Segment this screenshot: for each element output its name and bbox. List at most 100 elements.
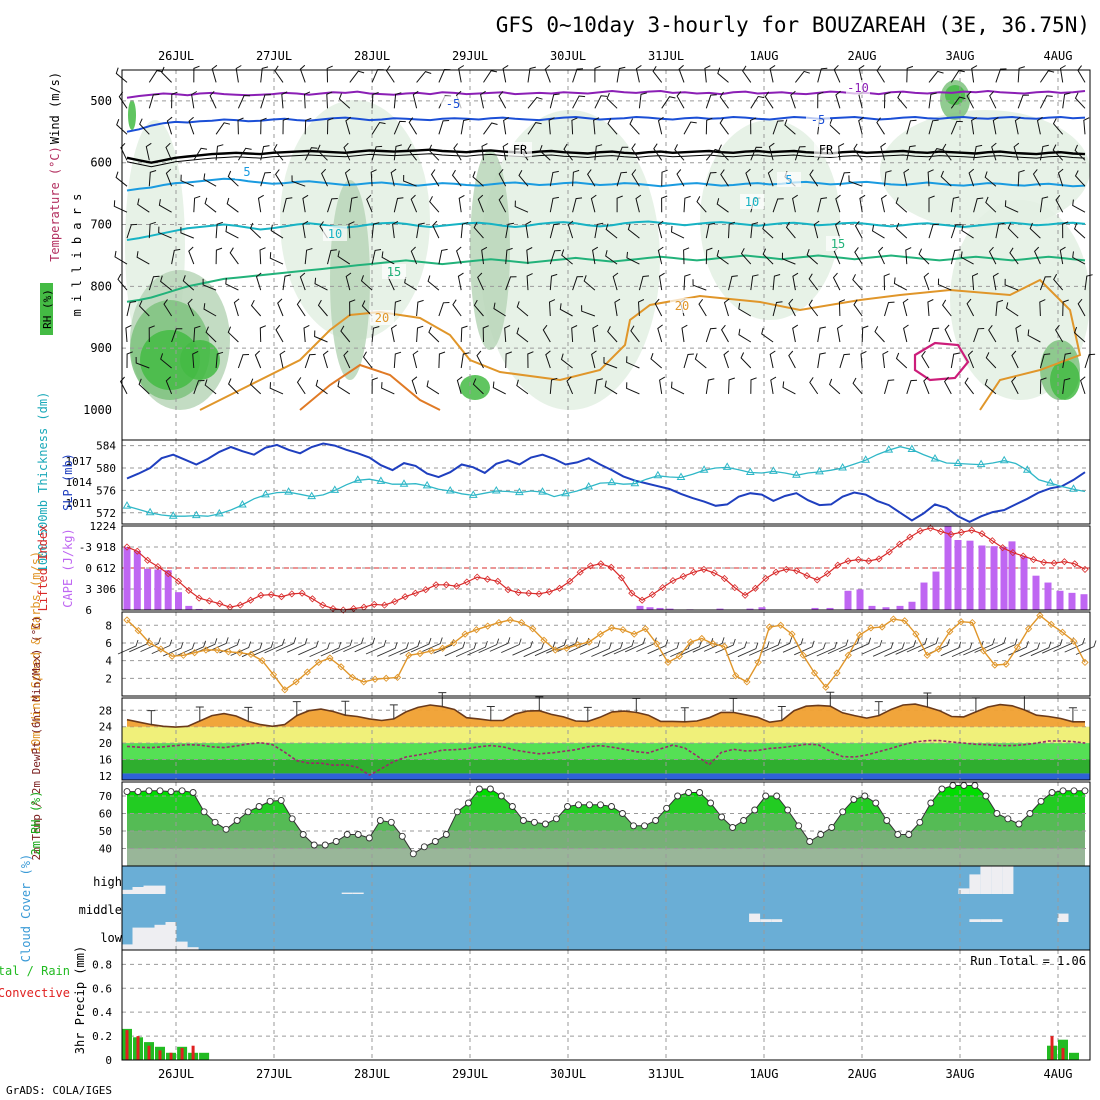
pressure-tick-4: 900 (90, 341, 112, 355)
wind-barb (482, 325, 489, 343)
ylabel-wind: Wind (m/s) (48, 72, 62, 144)
surface-wind-barb (895, 640, 917, 655)
wind-barb (984, 378, 997, 395)
wind-barb (438, 351, 446, 369)
wind-speed-point (292, 678, 300, 686)
temp2m-frame (121, 697, 1091, 781)
pressure-tick-2: 700 (90, 218, 112, 232)
lifted-index-point (813, 576, 821, 584)
wind-barb (225, 225, 239, 239)
thickness-point (884, 445, 894, 453)
top-date-label-7: 2AUG (848, 49, 877, 63)
wind-barb (923, 376, 930, 395)
wind-speed-point (630, 630, 638, 638)
wind-barb (1084, 274, 1093, 291)
surface-wind-barb (208, 637, 229, 652)
wind-barb (698, 299, 707, 317)
wind-speed-point (844, 651, 852, 659)
precip-conv-bar (1061, 1048, 1065, 1060)
wind-speed-point (754, 658, 762, 667)
wind-barb (992, 272, 999, 291)
top-date-label-8: 3AUG (946, 49, 975, 63)
wind-barb (1017, 94, 1030, 109)
surface-wind-barb (782, 638, 804, 653)
surface-wind-barb (726, 641, 748, 656)
lifted-index-point (659, 584, 667, 592)
lifted-index-point (174, 577, 183, 585)
surface-wind-barb (253, 641, 274, 656)
wind-barb (456, 246, 462, 265)
wind-barb (592, 246, 599, 265)
cloud-high-bar (991, 866, 1003, 894)
wind-speed-point (303, 668, 311, 676)
wind-barb (1009, 247, 1019, 265)
temp-maxmin-bar (147, 710, 156, 725)
wind-barb (1077, 298, 1086, 317)
lifted-index-point (514, 588, 522, 597)
surface-wind-barb (512, 641, 533, 656)
wind-barb (616, 146, 629, 161)
wind-barb (769, 64, 776, 83)
wind-barb (626, 382, 640, 395)
wind-barb (430, 169, 440, 187)
surface-wind-barb (906, 637, 928, 653)
surface-wind-barb (298, 640, 319, 656)
lifted-index-point (288, 590, 296, 598)
rh-point (894, 831, 902, 838)
cloud-level-low: low (100, 931, 122, 945)
wind-barb (326, 65, 333, 83)
rh-point (960, 782, 968, 789)
wind-speed-point (946, 627, 954, 636)
wind-barb (918, 248, 930, 265)
cape-bar-late-0 (636, 605, 644, 610)
surface-wind-barb (884, 642, 905, 657)
wind-speed-point (686, 638, 695, 646)
cape-bar (195, 608, 203, 610)
thickness-point (769, 466, 778, 474)
rh-point (1070, 787, 1078, 795)
rh-point (762, 792, 770, 800)
wind-barb (349, 196, 358, 213)
wind-barb (161, 66, 172, 83)
wind-barb (483, 122, 498, 135)
temp-maxmin-bar (1068, 707, 1077, 722)
rh-point (1004, 815, 1012, 823)
wind-barb (260, 145, 270, 161)
wind-barb (215, 144, 224, 161)
wind-barb (525, 220, 532, 239)
wind-speed-point (348, 673, 357, 682)
cape-bar-late-12 (868, 605, 876, 610)
precip-conv-bar (191, 1045, 195, 1060)
wind-barb (393, 299, 402, 317)
wind-barb (180, 174, 194, 187)
wind-speed-point (1081, 658, 1089, 667)
lifted-index-point (247, 596, 255, 604)
precip-conv-bar (158, 1050, 162, 1060)
isotherm-22 (299, 363, 441, 411)
wind-barb (148, 93, 160, 109)
wind-barb (460, 352, 470, 369)
wind-barb (148, 325, 155, 343)
lifted-index-point (597, 560, 605, 568)
wind-barb (392, 220, 399, 239)
surface-wind-barb (264, 638, 285, 654)
surface-wind-barb (534, 641, 556, 657)
wind-speed-point (979, 647, 988, 655)
wind-barb (456, 376, 463, 395)
wind-speed-point (720, 642, 728, 651)
contour-label-1: -5 (446, 97, 460, 111)
pressure-tick-3: 800 (90, 279, 112, 293)
wind-barb (1073, 326, 1086, 343)
rh-shade-blob-12 (140, 330, 200, 390)
contour-label-bg-1 (441, 96, 465, 111)
thickness-point (722, 462, 732, 470)
wind-speed-point (551, 646, 559, 654)
precip-conv-bar (169, 1052, 173, 1060)
wind-barb (973, 197, 984, 213)
cloud-high-bar (980, 866, 992, 894)
contour-label-bg-3 (508, 142, 532, 157)
lifted-index-point (586, 562, 595, 570)
wind-barb (770, 376, 777, 394)
wind-barb (193, 325, 201, 343)
rh-point (784, 806, 792, 814)
